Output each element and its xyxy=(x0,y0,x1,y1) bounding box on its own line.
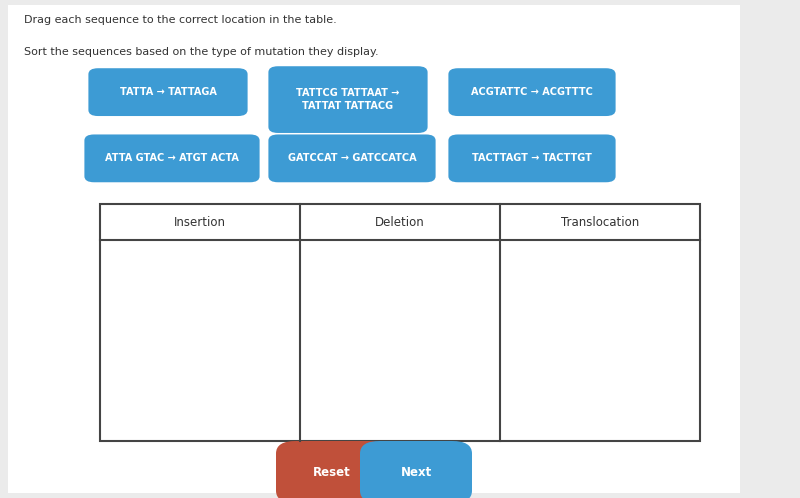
Text: Deletion: Deletion xyxy=(375,216,425,229)
Text: Translocation: Translocation xyxy=(561,216,639,229)
FancyBboxPatch shape xyxy=(360,441,472,498)
FancyBboxPatch shape xyxy=(276,441,388,498)
FancyBboxPatch shape xyxy=(448,68,616,116)
Text: ATTA GTAC → ATGT ACTA: ATTA GTAC → ATGT ACTA xyxy=(105,153,239,163)
Text: Reset: Reset xyxy=(313,466,351,479)
Text: TATTA → TATTAGA: TATTA → TATTAGA xyxy=(119,87,217,97)
Bar xyxy=(100,204,700,441)
Text: GATCCAT → GATCCATCA: GATCCAT → GATCCATCA xyxy=(288,153,416,163)
FancyBboxPatch shape xyxy=(85,134,259,182)
Text: TACTTAGT → TACTTGT: TACTTAGT → TACTTGT xyxy=(472,153,592,163)
FancyBboxPatch shape xyxy=(269,134,435,182)
Text: Sort the sequences based on the type of mutation they display.: Sort the sequences based on the type of … xyxy=(24,47,378,57)
FancyBboxPatch shape xyxy=(89,68,248,116)
Text: TATTCG TATTAAT →
TATTAT TATTACG: TATTCG TATTAAT → TATTAT TATTACG xyxy=(296,88,400,111)
Text: Drag each sequence to the correct location in the table.: Drag each sequence to the correct locati… xyxy=(24,15,337,25)
FancyBboxPatch shape xyxy=(269,66,427,133)
Text: Next: Next xyxy=(400,466,432,479)
Text: ACGTATTC → ACGTTTC: ACGTATTC → ACGTTTC xyxy=(471,87,593,97)
FancyBboxPatch shape xyxy=(448,134,616,182)
Text: Insertion: Insertion xyxy=(174,216,226,229)
FancyBboxPatch shape xyxy=(8,5,740,493)
